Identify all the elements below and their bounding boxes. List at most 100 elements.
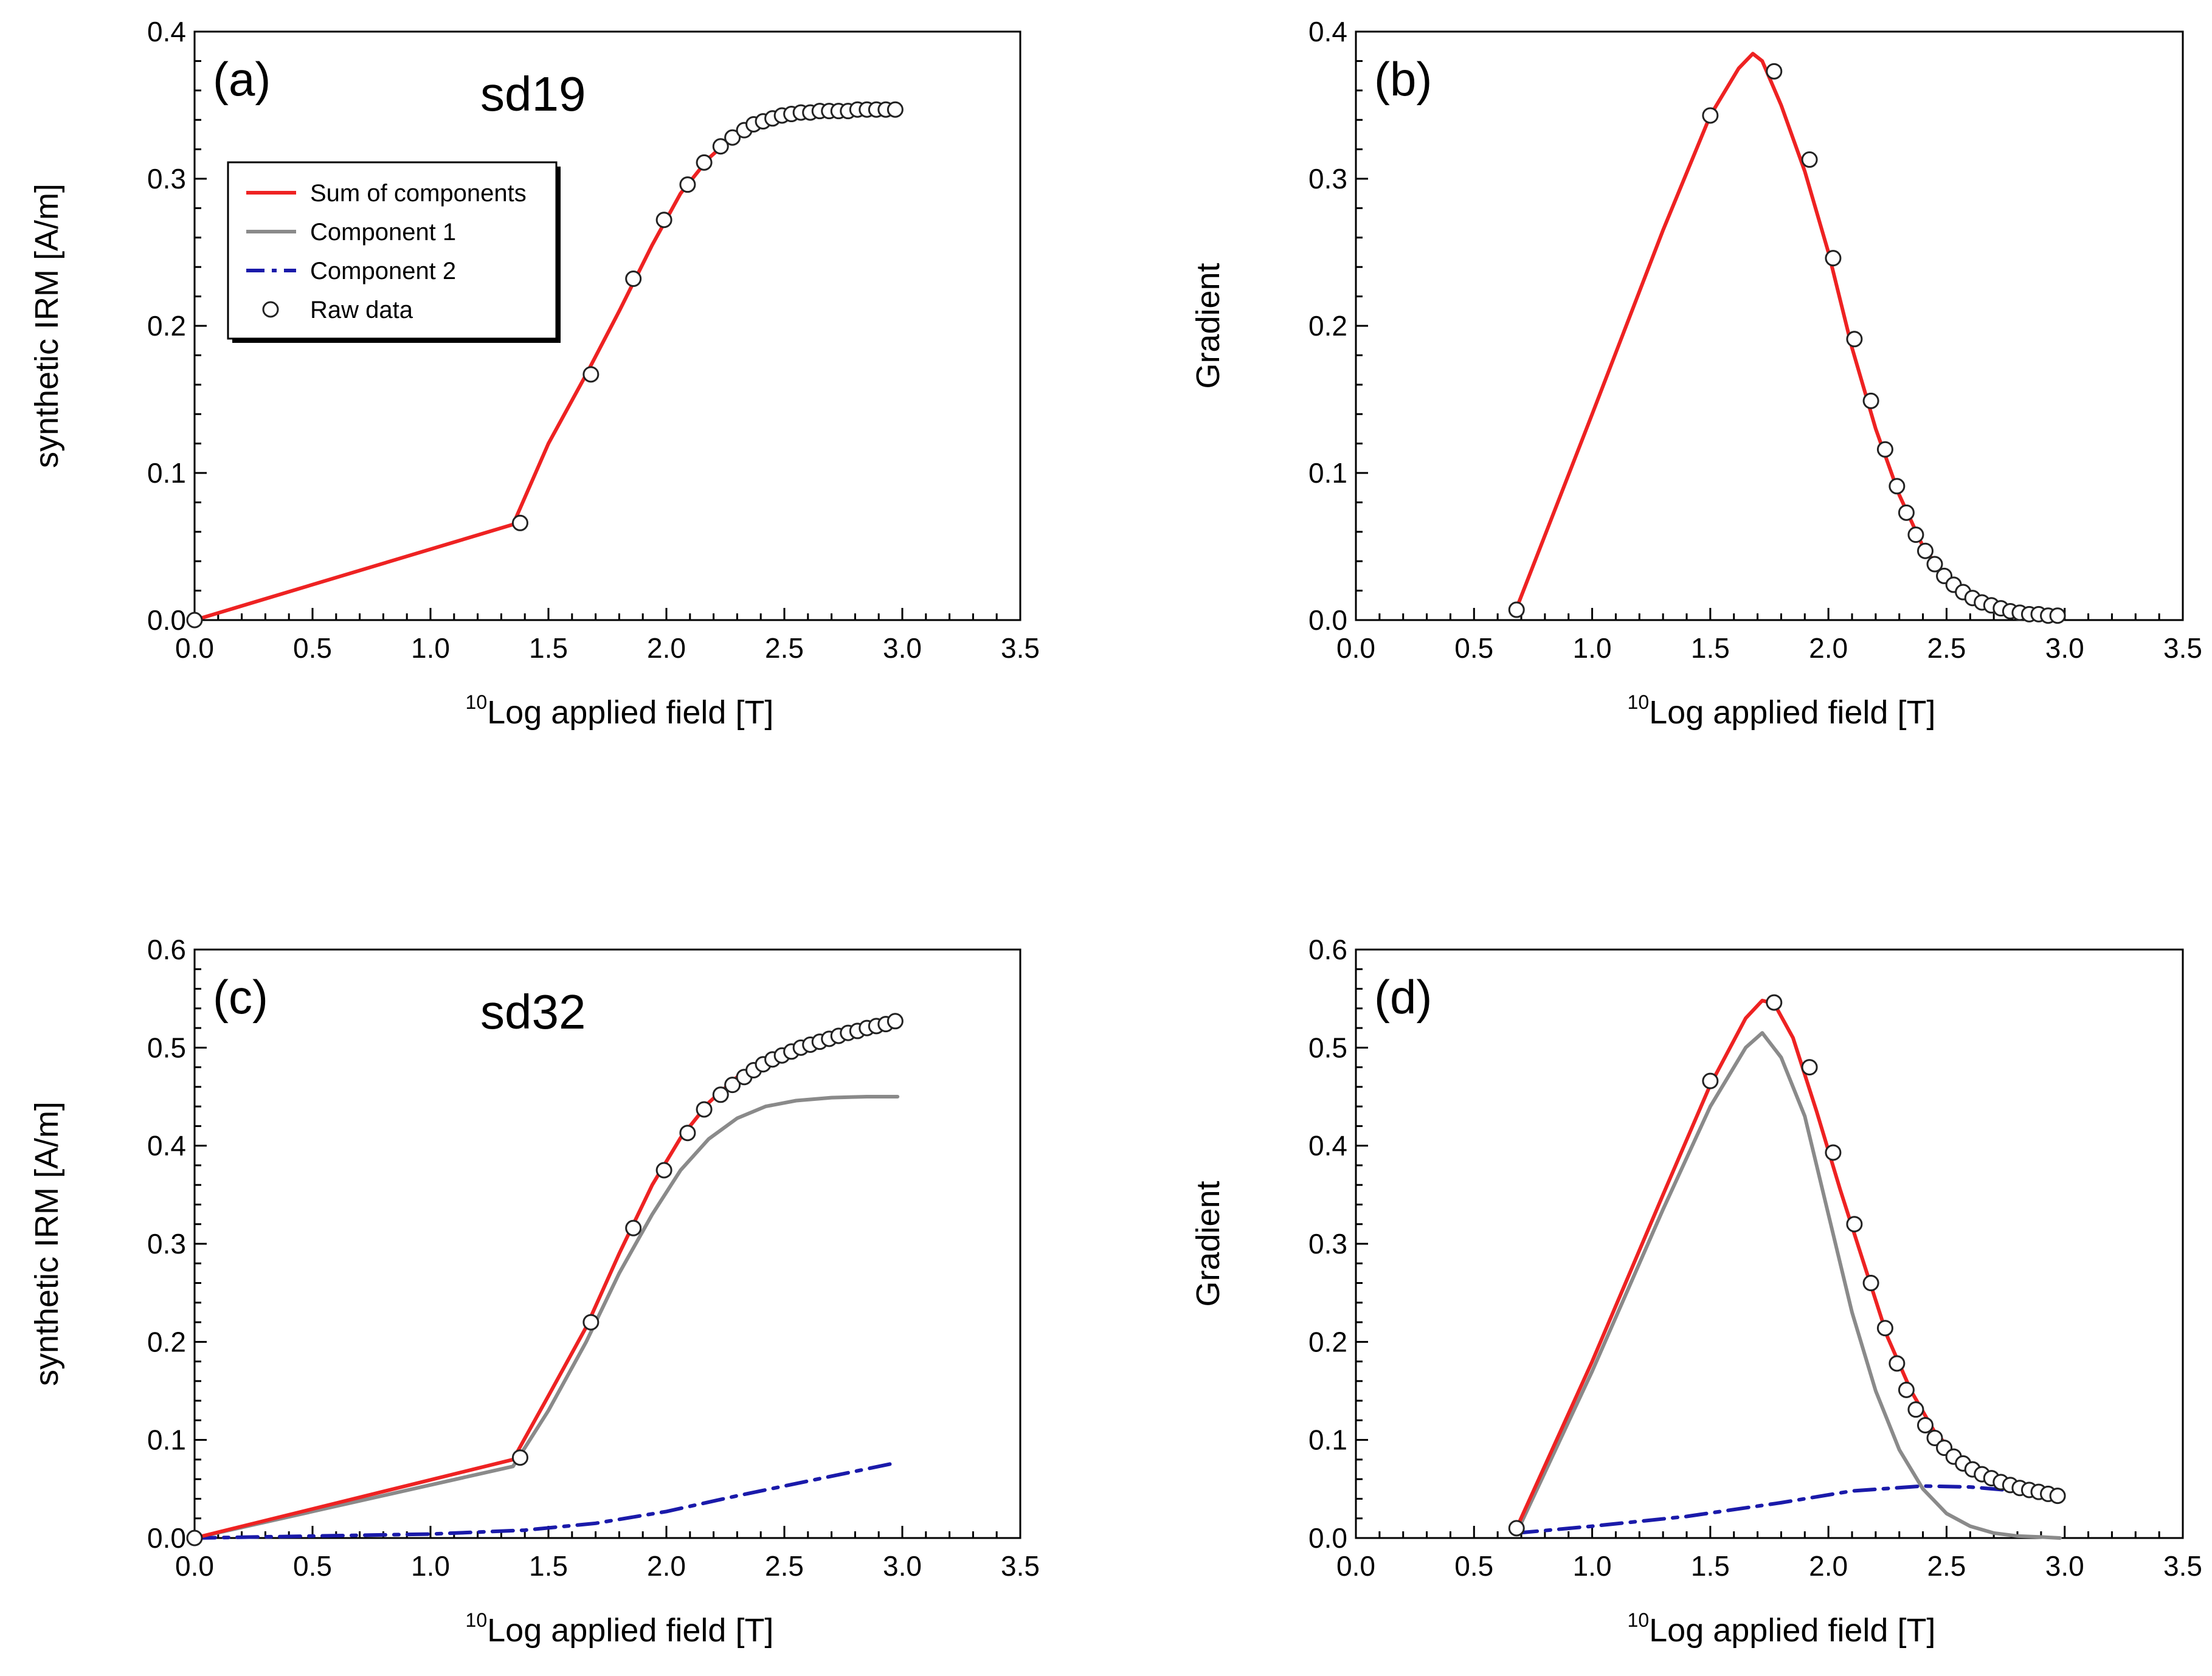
x-tick-label: 3.5 <box>2163 1550 2202 1582</box>
raw-data-point <box>655 1162 672 1179</box>
x-tick-label: 0.5 <box>293 1550 332 1582</box>
y-tick-label: 0.0 <box>147 604 186 636</box>
raw-data-point <box>724 1077 741 1094</box>
y-tick-label: 0.4 <box>1308 1130 1347 1162</box>
x-axis-title-sup: 10 <box>1628 691 1650 713</box>
series-line-comp2 <box>1515 1484 2062 1535</box>
raw-data-point <box>1907 1401 1924 1418</box>
raw-data-point <box>1702 107 1719 124</box>
raw-data-point <box>1876 1320 1893 1337</box>
raw-data-point <box>1916 1416 1934 1433</box>
plot-frame <box>1355 30 2184 621</box>
raw-data-point <box>1862 1275 1879 1292</box>
x-tick-label: 2.5 <box>765 632 804 664</box>
raw-data-point <box>625 1219 642 1236</box>
raw-data-point <box>1862 392 1879 409</box>
x-tick-label: 0.0 <box>1336 1550 1375 1582</box>
raw-data-point <box>712 1086 729 1103</box>
legend-label: Sum of components <box>310 180 527 207</box>
y-tick-label: 0.0 <box>147 1522 186 1554</box>
y-tick-label: 0.1 <box>1308 457 1347 489</box>
x-tick-label: 3.0 <box>2045 632 2084 664</box>
x-tick-label: 1.5 <box>1691 632 1730 664</box>
raw-data-point <box>1898 504 1915 521</box>
y-axis-title: synthetic IRM [A/m] <box>29 184 65 468</box>
panel-b: 0.0 0.5 1.0 1.5 2.0 2.5 3.0 3.5 0.0 0.1 0.2 0.3 0.4 1… <box>1190 16 2202 731</box>
x-tick-label: 0.0 <box>1336 632 1375 664</box>
legend-label: Raw data <box>310 297 413 323</box>
raw-data-point <box>1508 1520 1525 1537</box>
raw-data-point <box>2049 1488 2066 1505</box>
y-tick-label: 0.0 <box>1308 604 1347 636</box>
y-tick-label: 0.2 <box>1308 310 1347 342</box>
x-tick-label: 0.5 <box>293 632 332 664</box>
raw-data-point <box>511 514 528 531</box>
panel-d: 0.0 0.5 1.0 1.5 2.0 2.5 3.0 3.5 0.0 0.1 0.2 0.3 0.4 0… <box>1190 934 2202 1649</box>
raw-data-point <box>724 129 741 146</box>
raw-data-point <box>1508 601 1525 618</box>
raw-data-point <box>655 212 672 229</box>
raw-data-point <box>625 271 642 288</box>
raw-data-point <box>679 1125 696 1142</box>
y-tick-label: 0.6 <box>147 934 186 965</box>
y-axis-title: Gradient <box>1190 1181 1226 1306</box>
x-tick-label: 3.5 <box>2163 632 2202 664</box>
x-axis-title-sup: 10 <box>466 1609 488 1631</box>
raw-data-point <box>186 1529 203 1547</box>
x-tick-label: 2.5 <box>1927 632 1966 664</box>
x-tick-label: 2.0 <box>1809 632 1848 664</box>
raw-data-point <box>1825 1144 1842 1161</box>
x-tick-label: 3.5 <box>1001 632 1040 664</box>
raw-data-point <box>186 612 203 629</box>
raw-data-point <box>1801 1059 1818 1076</box>
x-tick-label: 3.0 <box>2045 1550 2084 1582</box>
raw-data-point <box>1898 1381 1915 1398</box>
y-tick-label: 0.5 <box>1308 1032 1347 1063</box>
raw-data-point <box>582 366 600 383</box>
raw-data-point <box>582 1314 600 1331</box>
x-tick-label: 1.0 <box>411 1550 450 1582</box>
x-tick-label: 1.0 <box>411 632 450 664</box>
y-tick-label: 0.3 <box>147 163 186 195</box>
x-axis-title-main: Log applied field [T] <box>487 1612 773 1649</box>
raw-data-point <box>1907 526 1924 543</box>
x-axis-title-sup: 10 <box>466 691 488 713</box>
y-tick-label: 0.5 <box>147 1032 186 1063</box>
x-tick-label: 0.0 <box>175 632 214 664</box>
x-tick-label: 2.0 <box>647 632 686 664</box>
raw-data-point <box>1916 542 1934 559</box>
legend: Sum of components Component 1 Component 2 R… <box>227 161 561 343</box>
raw-data-point <box>1825 250 1842 267</box>
y-tick-label: 0.2 <box>147 310 186 342</box>
raw-data-point <box>1926 556 1943 573</box>
x-axis-title: 10Log applied field [T] <box>466 691 774 731</box>
y-axis-title: synthetic IRM [A/m] <box>29 1102 65 1386</box>
raw-data-point <box>887 101 904 118</box>
raw-data-point <box>1801 151 1818 168</box>
x-tick-label: 2.0 <box>647 1550 686 1582</box>
legend-label: Component 1 <box>310 219 456 246</box>
panel-letter: (c) <box>213 970 268 1024</box>
raw-data-point <box>696 154 713 171</box>
raw-data-point <box>1846 1216 1863 1233</box>
raw-data-point <box>1766 994 1783 1011</box>
panel-a: 0.0 0.5 1.0 1.5 2.0 2.5 3.0 3.5 0.0 0.1 0.2 0.3 0.4 1… <box>29 16 1040 731</box>
x-axis-title: 10Log applied field [T] <box>1628 691 1936 731</box>
raw-data-point <box>679 176 696 193</box>
y-tick-label: 0.4 <box>1308 16 1347 47</box>
x-tick-label: 2.5 <box>1927 1550 1966 1582</box>
x-axis-title-main: Log applied field [T] <box>1649 1612 1935 1649</box>
x-tick-label: 2.0 <box>1809 1550 1848 1582</box>
raw-data-point <box>712 138 729 155</box>
y-tick-label: 0.2 <box>1308 1326 1347 1357</box>
series-line-sum <box>193 1019 900 1540</box>
y-tick-label: 0.1 <box>1308 1424 1347 1456</box>
x-tick-label: 0.5 <box>1454 1550 1493 1582</box>
raw-data-point <box>1846 331 1863 348</box>
x-axis-title: 10Log applied field [T] <box>1628 1609 1936 1649</box>
plot-frame <box>1355 948 2184 1539</box>
y-tick-label: 0.6 <box>1308 934 1347 965</box>
y-tick-label: 0.3 <box>1308 163 1347 195</box>
x-axis-title-main: Log applied field [T] <box>487 694 773 731</box>
x-tick-label: 1.0 <box>1573 632 1612 664</box>
